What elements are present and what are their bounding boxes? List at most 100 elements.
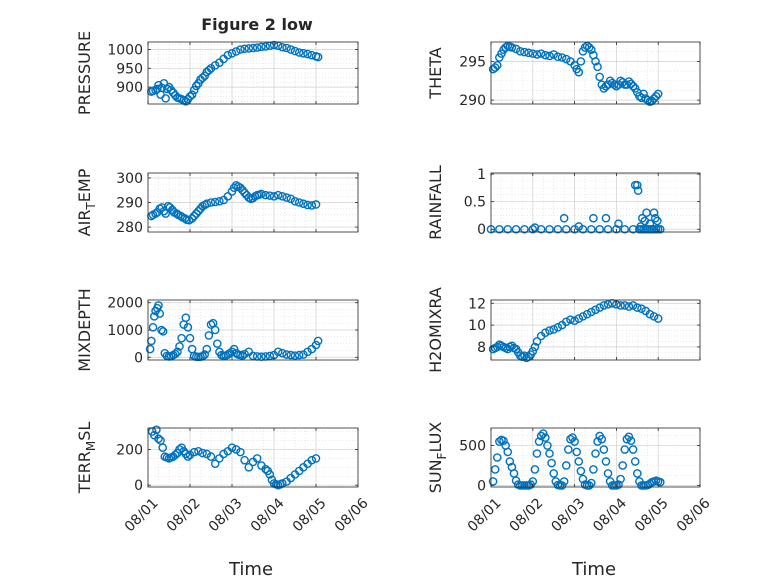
data-point xyxy=(311,454,321,463)
data-point xyxy=(154,434,163,444)
data-point xyxy=(618,78,627,87)
y-axis-label-part: THETA xyxy=(426,47,445,99)
data-point xyxy=(653,89,663,99)
y-tick-label: 900 xyxy=(116,80,143,96)
data-point xyxy=(566,315,575,324)
data-point xyxy=(639,89,648,99)
data-point xyxy=(286,350,296,360)
y-axis-label-part: SL xyxy=(75,422,94,441)
data-point xyxy=(545,449,554,458)
data-point xyxy=(591,305,600,315)
y-axis-label: MIXDEPTH xyxy=(75,288,94,371)
data-point xyxy=(624,302,634,311)
data-point xyxy=(299,48,308,58)
data-point xyxy=(528,49,538,58)
data-point xyxy=(223,192,233,201)
data-point xyxy=(177,333,186,343)
subplot-terr_msl: 0 200 08/01 08/02 08/03 08/04 08/05 08/06 TERRMS… xyxy=(75,422,372,536)
data-point xyxy=(559,213,569,223)
y-tick-label: 500 xyxy=(459,439,486,455)
data-point xyxy=(290,196,300,206)
data-point xyxy=(238,351,247,360)
data-point xyxy=(290,46,300,56)
y-tick-label: 280 xyxy=(116,220,143,236)
data-point xyxy=(603,224,613,234)
data-point xyxy=(200,350,209,359)
y-tick-label: 0 xyxy=(477,222,486,238)
data-point xyxy=(215,196,224,206)
data-point xyxy=(532,50,542,59)
data-point xyxy=(240,44,249,54)
data-point xyxy=(520,47,529,57)
data-point xyxy=(189,447,199,457)
data-point xyxy=(645,309,655,319)
data-point xyxy=(593,62,602,72)
data-point xyxy=(204,65,214,75)
data-point xyxy=(307,455,317,465)
data-point xyxy=(603,300,613,309)
y-axis-label-part: H2OMIXRA xyxy=(426,287,445,373)
data-point xyxy=(545,224,554,234)
data-point xyxy=(574,457,584,466)
data-point xyxy=(206,198,216,207)
data-point xyxy=(603,469,613,478)
data-point xyxy=(286,45,296,54)
x-tick-label: 08/02 xyxy=(507,495,547,535)
data-point xyxy=(559,477,569,486)
data-point xyxy=(570,316,579,326)
data-point xyxy=(265,351,275,361)
data-point xyxy=(172,209,181,218)
figure-title: Figure 2 low xyxy=(201,15,313,34)
y-tick-label: 300 xyxy=(116,171,143,187)
data-point xyxy=(636,222,645,231)
data-point xyxy=(587,224,596,234)
data-point xyxy=(210,325,220,335)
data-point xyxy=(649,94,659,103)
data-point xyxy=(553,224,563,234)
data-point xyxy=(638,213,647,223)
data-point xyxy=(210,197,220,207)
y-tick-label: 0 xyxy=(134,350,143,366)
data-point xyxy=(633,303,642,312)
data-point xyxy=(194,446,203,456)
data-point xyxy=(257,189,266,199)
data-point xyxy=(238,185,247,195)
data-point xyxy=(240,188,249,197)
data-point xyxy=(227,48,237,58)
data-point xyxy=(311,200,321,209)
data-point xyxy=(582,309,592,319)
data-point xyxy=(176,211,186,221)
data-point xyxy=(157,325,166,335)
data-point xyxy=(549,325,559,334)
y-axis-label: THETA xyxy=(426,47,445,99)
data-point xyxy=(530,223,540,232)
data-point xyxy=(204,331,214,340)
data-point xyxy=(148,322,158,332)
data-point xyxy=(165,203,175,212)
data-point xyxy=(620,301,630,310)
y-tick-label: 0.5 xyxy=(464,195,486,211)
data-point xyxy=(524,48,533,58)
data-point xyxy=(194,206,203,216)
data-point xyxy=(532,337,542,346)
data-point xyxy=(299,199,308,209)
data-point xyxy=(618,461,627,470)
data-point xyxy=(601,457,611,466)
axes-box xyxy=(490,172,701,233)
data-point xyxy=(151,209,160,218)
data-point xyxy=(507,43,517,52)
data-point xyxy=(252,43,262,52)
data-point xyxy=(572,447,581,457)
data-point xyxy=(566,434,575,444)
data-point xyxy=(528,346,538,356)
data-point xyxy=(589,465,598,474)
data-point xyxy=(223,50,233,60)
data-point xyxy=(206,320,216,329)
data-point xyxy=(185,92,195,101)
data-point xyxy=(557,53,567,62)
data-point xyxy=(311,340,321,350)
data-point xyxy=(210,60,220,70)
data-point xyxy=(501,43,510,52)
data-point xyxy=(145,344,155,354)
